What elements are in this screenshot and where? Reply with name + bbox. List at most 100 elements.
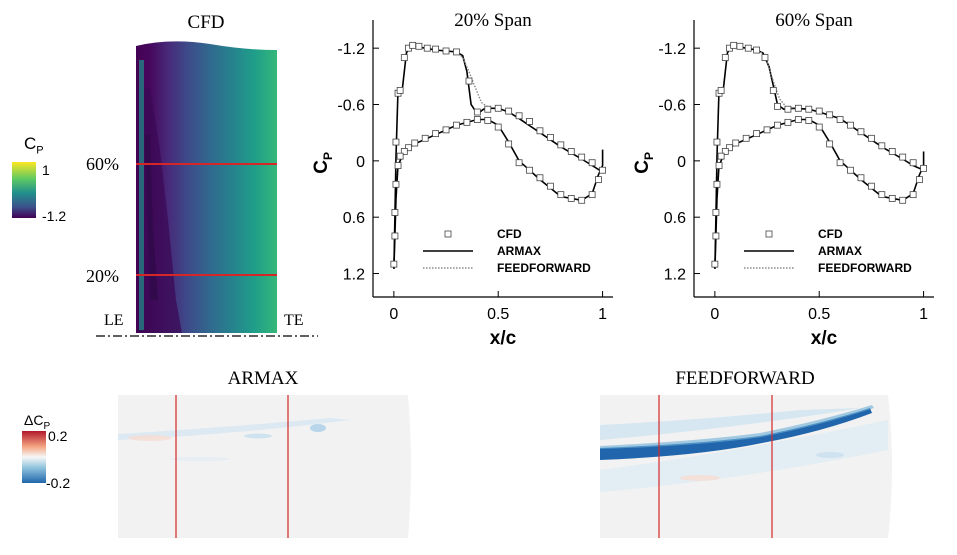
cfd-point [494, 123, 502, 131]
cfd-point [588, 159, 596, 167]
cfd-point [515, 159, 523, 167]
cfd-point [815, 107, 823, 115]
x-tick-label: 1 [919, 306, 928, 323]
cfd-point [421, 134, 429, 142]
x-axis-label: x/c [811, 328, 838, 349]
cfd-point [390, 260, 398, 268]
chart-title: 60% Span [775, 10, 853, 31]
y-tick-label: 0 [677, 154, 686, 171]
y-tick-label: 0.6 [343, 210, 365, 227]
y-axis-label: CP [632, 152, 656, 174]
y-tick-label: 0 [356, 154, 365, 171]
cfd-point [415, 42, 423, 50]
cfd-point [505, 140, 513, 148]
delta-cp-colorbar-max: 0.2 [48, 428, 68, 444]
legend-cfd-marker [444, 230, 452, 238]
cp-colorbar-max: 1 [42, 162, 50, 178]
span-label-20: 20% [86, 266, 119, 286]
series-line-0 [393, 45, 604, 269]
legend-label-2: FEEDFORWARD [818, 261, 912, 275]
cfd-point [794, 116, 802, 123]
cfd-point [721, 54, 729, 61]
cfd-panel-title: CFD [187, 12, 225, 33]
cfd-point [836, 116, 844, 123]
cfd-point [594, 176, 602, 184]
cfd-point [761, 54, 769, 61]
cfd-point [494, 104, 502, 112]
cfd-point [888, 195, 896, 202]
cfd-point [857, 174, 865, 182]
legend-label-1: ARMAX [818, 244, 862, 258]
cfd-point [899, 196, 907, 204]
cfd-point [867, 134, 875, 142]
delta-cp-colorbar [22, 431, 46, 483]
cfd-point [442, 47, 450, 55]
cfd-point [736, 42, 744, 50]
x-tick-label: 0 [389, 306, 398, 323]
cfd-point [557, 141, 565, 149]
cfd-point [784, 118, 792, 126]
cfd-point [717, 87, 725, 94]
armax-error-map [118, 395, 411, 538]
chart-span60: 60% Span -1.2 -0.6 0 0.6 1.2 0 0.5 1 x/c CP CFD ARMA… [632, 10, 934, 349]
cfd-point [526, 118, 533, 125]
cfd-point [409, 41, 417, 49]
y-axis-label-subscript: P [642, 152, 656, 160]
y-tick-label: -0.6 [658, 98, 686, 115]
x-tick-label: 0.5 [487, 306, 509, 323]
cfd-point [391, 232, 399, 240]
cfd-point [578, 196, 586, 204]
cfd-point [400, 54, 408, 61]
cfd-point [423, 44, 431, 52]
y-tick-label: -1.2 [658, 41, 686, 58]
x-tick-label: 0 [710, 306, 719, 323]
y-tick-label: 0.6 [664, 210, 686, 227]
cfd-point [713, 138, 721, 146]
y-axis-label: CP [311, 152, 335, 174]
cfd-point [753, 130, 761, 138]
cp-colorbar [12, 162, 36, 218]
cfd-point [826, 111, 834, 119]
armax-map-title: ARMAX [227, 368, 299, 389]
cfd-point [744, 44, 752, 52]
x-tick-label: 1 [598, 306, 607, 323]
feedforward-error-band [600, 408, 872, 460]
cfd-point [465, 77, 473, 85]
cfd-point [473, 108, 481, 116]
cfd-point [400, 148, 408, 155]
cfd-point [712, 232, 720, 240]
cfd-point [712, 209, 720, 216]
legend-label-2: FEEDFORWARD [497, 261, 591, 275]
series-line-2 [456, 51, 491, 109]
cfd-point [753, 46, 761, 54]
trailing-edge-label: TE [284, 312, 304, 329]
cfd-point [805, 105, 813, 113]
cfd-point [484, 105, 492, 113]
cfd-point [826, 140, 834, 148]
legend-cfd-marker [765, 230, 773, 238]
cfd-point [557, 191, 565, 199]
cfd-point [847, 121, 854, 129]
cfd-point [784, 105, 792, 113]
cfd-point [730, 41, 738, 49]
cfd-point [721, 148, 729, 155]
cfd-point [763, 126, 771, 134]
cfd-point [432, 130, 440, 138]
y-tick-label: -0.6 [337, 98, 365, 115]
cfd-point [878, 142, 886, 150]
cfd-point [774, 121, 781, 129]
cfd-point [411, 139, 419, 147]
leading-edge-label: LE [104, 312, 124, 329]
cfd-point [920, 164, 927, 172]
cfd-point [717, 152, 725, 160]
x-axis-label: x/c [490, 328, 517, 349]
cfd-point [726, 144, 733, 152]
cfd-point [394, 162, 402, 169]
cfd-point [536, 174, 544, 182]
cfd-point [769, 87, 777, 94]
cfd-point [805, 117, 813, 124]
cp-colorbar-title: CP [24, 134, 44, 157]
cfd-point [794, 104, 802, 112]
